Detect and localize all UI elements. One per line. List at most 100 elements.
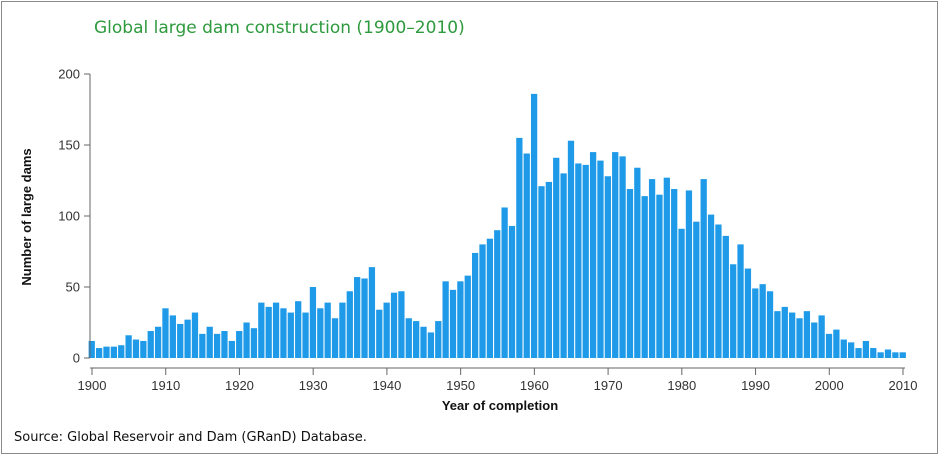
bar-1921 — [243, 322, 250, 358]
bar-1944 — [413, 321, 420, 358]
y-axis-title: Number of large dams — [19, 148, 34, 285]
bar-1949 — [449, 289, 457, 358]
x-tick-label-1940: 1940 — [372, 378, 401, 393]
y-tick-label-100: 100 — [58, 209, 80, 224]
bar-2004 — [855, 348, 862, 358]
bar-1982 — [693, 221, 700, 358]
bar-1932 — [324, 302, 331, 358]
bar-1901 — [95, 348, 103, 358]
bar-1964 — [560, 173, 567, 358]
bar-2002 — [840, 339, 847, 358]
bar-1928 — [295, 301, 302, 358]
bar-1926 — [280, 308, 287, 358]
bar-1994 — [781, 306, 788, 358]
bar-1908 — [147, 331, 154, 358]
bar-1998 — [811, 322, 818, 358]
x-tick-label-1900: 1900 — [78, 378, 107, 393]
bar-1981 — [685, 190, 693, 358]
bar-1966 — [575, 163, 582, 358]
bar-1995 — [789, 312, 796, 358]
bar-1993 — [774, 311, 781, 358]
bar-1970 — [604, 176, 611, 358]
bar-1930 — [309, 287, 317, 358]
bar-1989 — [744, 268, 752, 358]
y-tick-label-150: 150 — [58, 138, 80, 153]
bar-1933 — [331, 318, 339, 358]
bar-1937 — [361, 278, 368, 358]
bar-1963 — [553, 157, 560, 358]
bar-1954 — [486, 238, 494, 358]
bar-1907 — [140, 340, 147, 358]
bar-1923 — [258, 302, 265, 358]
bar-1904 — [118, 345, 125, 358]
bar-1990 — [752, 288, 759, 358]
bar-1950 — [457, 281, 464, 358]
bar-1905 — [125, 335, 132, 358]
bar-1903 — [110, 346, 117, 358]
bar-1988 — [737, 244, 744, 358]
bar-1951 — [464, 275, 471, 358]
bar-2010 — [899, 352, 906, 358]
bar-1916 — [206, 326, 213, 358]
bar-1952 — [472, 252, 479, 358]
bar-2000 — [825, 333, 833, 358]
bar-2001 — [833, 329, 840, 358]
bar-1997 — [803, 311, 811, 358]
bar-1969 — [597, 160, 604, 358]
bar-1941 — [390, 292, 398, 358]
x-axis: 1900 1910 1920 1930 1940 1950 1960 1970 1980 1990… — [78, 367, 918, 393]
chart-title: Global large dam construction (1900–2010… — [94, 18, 465, 38]
x-tick-label-1910: 1910 — [151, 378, 180, 393]
x-tick-label-2000: 2000 — [815, 378, 844, 393]
bar-1924 — [265, 306, 272, 358]
bar-1900 — [88, 340, 95, 358]
bar-1945 — [420, 326, 427, 358]
bar-1939 — [376, 309, 383, 358]
bar-1929 — [302, 312, 309, 358]
bar-1915 — [199, 333, 206, 358]
y-tick-label-200: 200 — [58, 67, 80, 82]
bar-1911 — [169, 315, 176, 358]
bar-1960 — [530, 93, 538, 358]
source-note: Source: Global Reservoir and Dam (GRanD)… — [14, 430, 367, 445]
bar-1910 — [162, 308, 169, 358]
bar-1996 — [796, 318, 803, 358]
y-axis: 0 50 100 150 200 — [58, 67, 91, 366]
bar-1922 — [250, 328, 258, 358]
bar-1962 — [545, 181, 552, 358]
x-tick-label-2010: 2010 — [889, 378, 918, 393]
bar-1943 — [405, 318, 412, 358]
bar-1987 — [730, 264, 737, 358]
bar-1985 — [715, 224, 722, 358]
bar-2006 — [870, 348, 877, 358]
bar-1953 — [479, 244, 486, 358]
x-tick-label-1970: 1970 — [594, 378, 623, 393]
bar-1958 — [516, 137, 523, 358]
bar-1973 — [626, 189, 634, 358]
bar-1936 — [354, 277, 361, 358]
bar-1917 — [213, 333, 221, 358]
bar-1918 — [221, 331, 228, 358]
bar-2009 — [892, 352, 899, 358]
bar-1956 — [501, 207, 508, 358]
bar-1980 — [678, 228, 685, 358]
bar-1972 — [619, 156, 626, 358]
x-tick-label-1930: 1930 — [299, 378, 328, 393]
bar-1974 — [634, 167, 641, 358]
bar-1977 — [656, 194, 663, 358]
bar-1959 — [523, 153, 530, 358]
bar-1948 — [442, 281, 449, 358]
bar-1942 — [398, 291, 405, 358]
bar-1983 — [700, 179, 707, 358]
bar-1902 — [103, 346, 110, 358]
bar-1931 — [317, 308, 324, 358]
bar-1986 — [722, 235, 729, 358]
bar-1965 — [567, 140, 575, 358]
bar-1935 — [346, 291, 353, 358]
bar-2005 — [862, 340, 870, 358]
bar-2008 — [884, 349, 892, 358]
bar-1947 — [435, 321, 442, 358]
bar-1957 — [508, 225, 516, 358]
